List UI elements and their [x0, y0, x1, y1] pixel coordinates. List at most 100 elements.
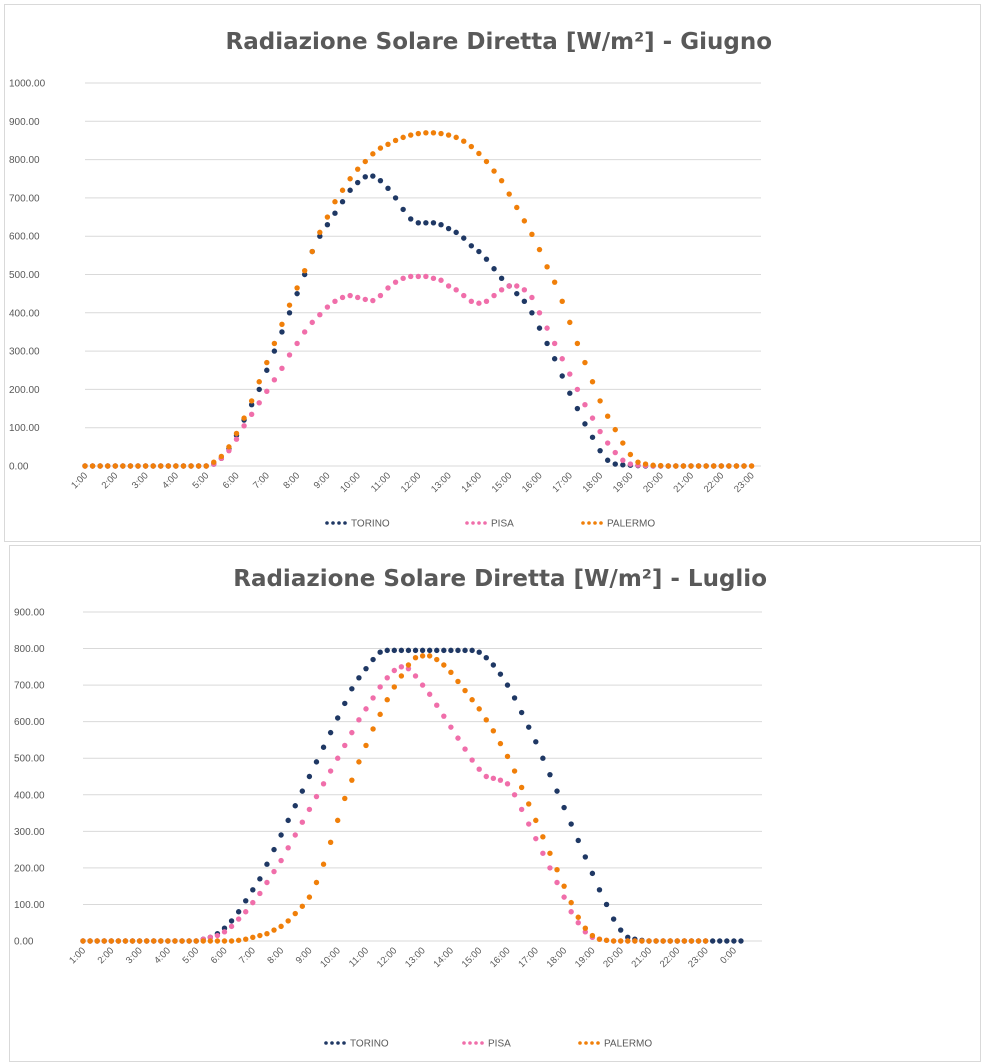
y-tick-label: 900.00: [9, 117, 40, 128]
data-point: [412, 654, 419, 661]
data-point: [490, 728, 497, 734]
data-point: [218, 453, 225, 460]
data-point: [589, 932, 596, 939]
data-point: [306, 806, 313, 813]
legend-swatch-dot: [593, 521, 597, 525]
data-point: [339, 199, 346, 205]
data-point: [309, 248, 315, 255]
data-point: [317, 229, 323, 236]
data-point: [256, 379, 262, 385]
data-point: [248, 402, 255, 408]
data-point: [264, 367, 270, 373]
x-tick-label: 16:00: [488, 945, 513, 970]
data-point: [294, 290, 300, 297]
data-point: [455, 735, 461, 741]
data-point: [650, 462, 656, 468]
data-point: [544, 325, 550, 331]
data-point: [667, 938, 673, 944]
data-point: [635, 459, 641, 465]
y-tick-label: 300.00: [14, 827, 45, 838]
data-point: [702, 938, 709, 944]
data-point: [620, 440, 626, 446]
data-point: [604, 440, 611, 446]
data-point: [226, 447, 232, 454]
data-point: [711, 463, 717, 469]
data-point: [521, 287, 528, 293]
data-point: [625, 938, 631, 944]
y-tick-label: 0.00: [14, 937, 34, 948]
legend-swatch-dot: [331, 521, 335, 525]
x-tick-label: 20:00: [641, 470, 666, 495]
x-tick-label: 7:00: [237, 945, 258, 966]
data-point: [540, 834, 546, 840]
data-point: [554, 788, 560, 794]
data-point: [243, 936, 249, 942]
data-point: [248, 411, 255, 417]
x-tick-label: 4:00: [152, 945, 173, 966]
data-point: [377, 711, 383, 718]
data-point: [419, 647, 426, 654]
x-tick-label: 2:00: [100, 470, 121, 491]
data-point: [279, 329, 285, 335]
data-point: [604, 457, 611, 463]
data-point: [612, 426, 618, 433]
data-point: [504, 753, 511, 760]
data-point: [377, 177, 384, 184]
data-point: [398, 647, 405, 654]
data-point: [241, 423, 247, 429]
data-point: [211, 459, 217, 465]
data-point: [596, 936, 603, 942]
legend-swatch-dot: [462, 1041, 466, 1045]
x-tick-label: 17:00: [550, 470, 575, 495]
data-point: [533, 817, 539, 824]
x-tick-label: 8:00: [265, 945, 286, 966]
y-tick-label: 200.00: [9, 385, 40, 396]
data-point: [430, 130, 437, 136]
data-point: [332, 298, 338, 305]
x-tick-label: 22:00: [658, 945, 683, 970]
x-tick-label: 9:00: [312, 470, 333, 491]
data-point: [150, 463, 156, 469]
data-point: [400, 134, 406, 141]
data-point: [299, 903, 306, 909]
data-point: [89, 463, 96, 469]
data-point: [257, 890, 263, 897]
data-point: [264, 879, 270, 886]
data-point: [597, 447, 603, 454]
data-point: [748, 463, 755, 469]
legend-label: TORINO: [351, 519, 390, 530]
data-point: [108, 938, 115, 944]
legend-swatch-dot: [337, 521, 341, 525]
data-point: [582, 359, 588, 366]
data-point: [529, 310, 535, 316]
data-point: [589, 434, 596, 440]
legend-item-pisa: PISA: [462, 1039, 511, 1050]
data-point: [423, 273, 429, 280]
data-point: [674, 938, 680, 944]
data-point: [559, 373, 565, 379]
legend-swatch-dot: [325, 521, 329, 525]
data-point: [561, 883, 567, 889]
data-point: [483, 298, 490, 305]
x-tick-label: 6:00: [221, 470, 242, 491]
data-point: [603, 901, 610, 908]
data-point: [306, 894, 313, 900]
legend-swatch-dot: [330, 1041, 334, 1045]
data-point: [574, 340, 581, 347]
data-point: [709, 938, 716, 944]
y-tick-label: 0.00: [9, 462, 29, 473]
legend-swatch-dot: [587, 521, 591, 525]
data-point: [455, 678, 461, 685]
data-point: [582, 854, 589, 860]
x-tick-label: 1:00: [69, 470, 90, 491]
data-point: [547, 850, 553, 856]
data-point: [129, 938, 136, 944]
data-point: [568, 899, 574, 906]
data-point: [188, 463, 194, 469]
data-point: [165, 463, 172, 469]
data-point: [514, 283, 520, 289]
data-point: [582, 421, 588, 427]
data-point: [469, 697, 475, 703]
data-point: [533, 835, 539, 842]
y-tick-label: 200.00: [14, 863, 45, 874]
